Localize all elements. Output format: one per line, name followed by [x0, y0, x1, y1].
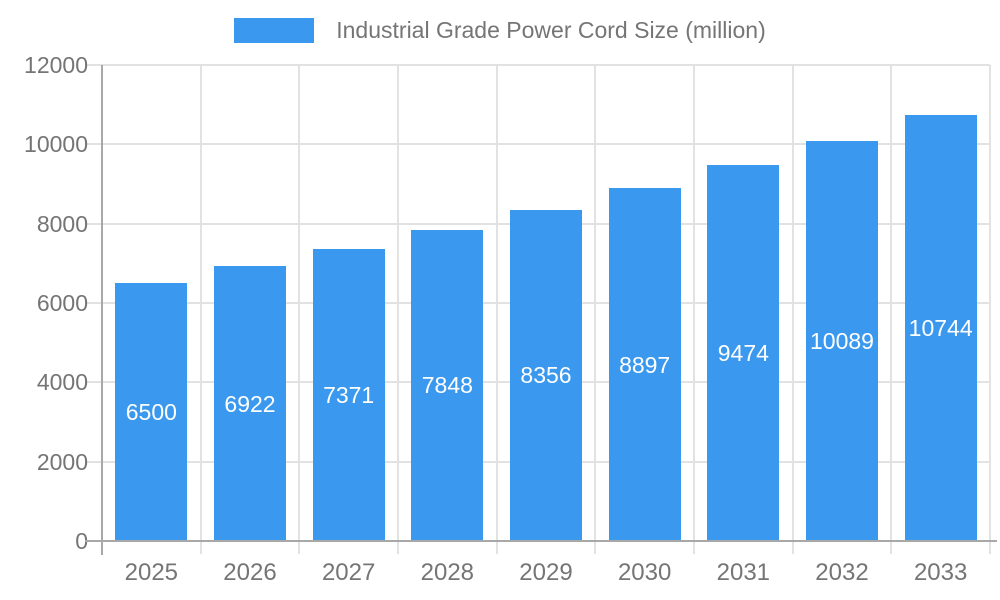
gridline-horizontal-12000 [86, 64, 990, 66]
legend[interactable]: Industrial Grade Power Cord Size (millio… [0, 17, 1000, 44]
y-tick-label-4000: 4000 [36, 369, 88, 396]
x-tick-label-2025: 2025 [124, 559, 179, 586]
gridline-vertical-6 [693, 65, 695, 554]
x-tick-label-2028: 2028 [420, 559, 475, 586]
bar-value-label-2032: 10089 [810, 327, 874, 354]
legend-label: Industrial Grade Power Cord Size (millio… [336, 17, 766, 43]
bar-2025 [115, 283, 188, 541]
bar-2026 [214, 266, 286, 541]
x-tick-label-2032: 2032 [815, 559, 869, 586]
gridline-vertical-4 [495, 65, 498, 554]
gridline-vertical-5 [594, 65, 597, 554]
gridline-vertical-8 [890, 65, 893, 554]
gridline-vertical-9 [989, 65, 991, 554]
y-tick-label-8000: 8000 [36, 210, 88, 237]
bar-value-label-2029: 8356 [520, 362, 572, 389]
gridline-horizontal-10000 [86, 143, 990, 146]
x-axis-line [85, 540, 997, 542]
bar-value-label-2025: 6500 [125, 399, 177, 426]
x-tick-label-2027: 2027 [321, 559, 376, 586]
bar-value-label-2027: 7371 [323, 381, 375, 408]
x-tick-label-2030: 2030 [617, 559, 672, 586]
x-tick-label-2026: 2026 [223, 559, 277, 586]
x-tick-label-2029: 2029 [519, 559, 573, 586]
gridline-vertical-1 [199, 65, 202, 554]
bar-2032 [806, 140, 878, 541]
bar-value-label-2026: 6922 [224, 390, 276, 417]
y-axis-line [101, 65, 103, 555]
legend-swatch [234, 18, 315, 43]
bar-2033 [904, 114, 977, 541]
bar-2031 [707, 165, 780, 541]
gridline-vertical-3 [397, 65, 399, 554]
bar-value-label-2033: 10744 [908, 314, 973, 341]
bar-2030 [608, 188, 681, 541]
gridline-vertical-2 [298, 65, 301, 554]
y-tick-label-12000: 12000 [24, 52, 88, 78]
y-tick-label-2000: 2000 [36, 448, 88, 475]
gridline-vertical-7 [791, 65, 794, 554]
bar-2027 [312, 248, 385, 541]
bar-2028 [411, 229, 484, 541]
bar-2029 [510, 209, 582, 541]
bar-value-label-2028: 7848 [421, 372, 473, 399]
bar-value-label-2030: 8897 [619, 351, 671, 378]
y-tick-label-10000: 10000 [24, 131, 88, 158]
x-tick-label-2033: 2033 [913, 559, 968, 586]
bar-value-label-2031: 9474 [717, 340, 769, 367]
x-tick-label-2031: 2031 [716, 559, 771, 586]
y-tick-label-6000: 6000 [36, 290, 88, 316]
y-tick-label-0: 0 [75, 528, 88, 554]
